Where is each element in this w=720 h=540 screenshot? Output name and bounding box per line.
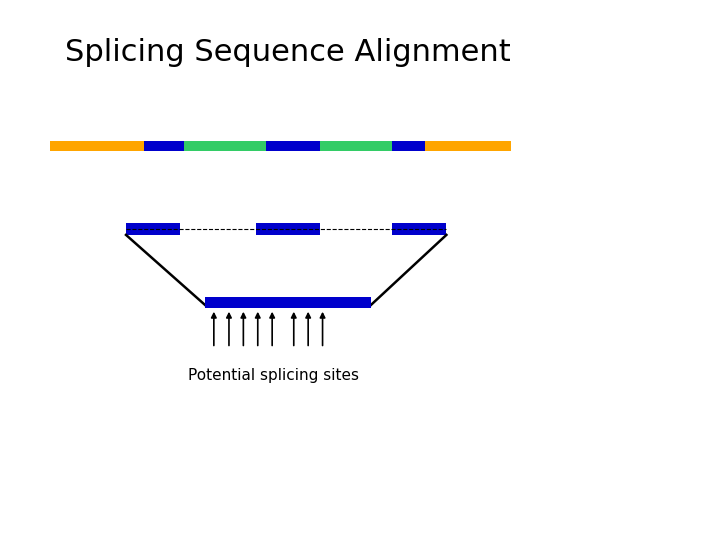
Bar: [320, 141, 392, 151]
Bar: [184, 141, 266, 151]
Text: Potential splicing sites: Potential splicing sites: [188, 368, 359, 383]
Bar: [205, 297, 371, 308]
Bar: [266, 141, 320, 151]
Bar: [392, 141, 425, 151]
Text: Splicing Sequence Alignment: Splicing Sequence Alignment: [65, 38, 510, 67]
Bar: [425, 141, 511, 151]
Bar: [126, 223, 180, 235]
Bar: [392, 223, 446, 235]
Bar: [144, 141, 184, 151]
Bar: [256, 223, 320, 235]
Bar: [50, 141, 144, 151]
